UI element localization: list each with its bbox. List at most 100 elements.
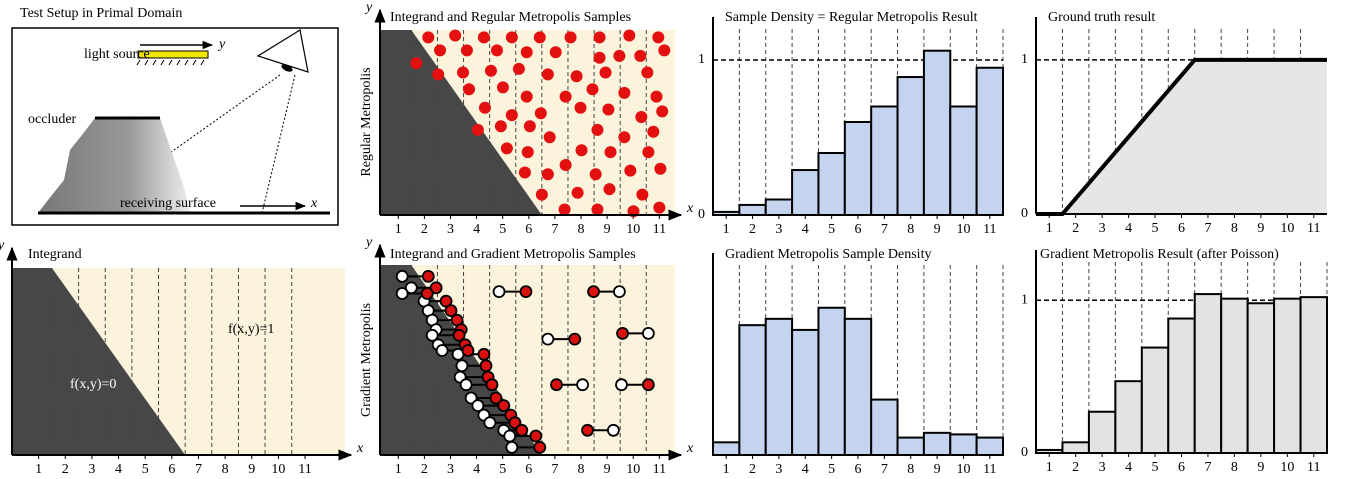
bar <box>870 398 899 457</box>
sample-point <box>593 31 606 44</box>
sample-point <box>519 285 533 299</box>
bar <box>738 203 767 217</box>
x-axis-label: x <box>686 201 694 216</box>
sample-point <box>589 168 602 181</box>
sample-point <box>549 46 562 59</box>
sample-point <box>618 131 631 144</box>
y-tick-label: 0 <box>698 207 705 222</box>
sample-point <box>615 378 628 392</box>
x-tick-label: 8 <box>578 462 585 477</box>
x-tick-label: 5 <box>499 222 506 237</box>
sample-point <box>534 107 547 120</box>
x-tick-label: 5 <box>1152 221 1159 236</box>
sample-point <box>641 378 655 392</box>
sample-point <box>478 101 491 114</box>
x-tick-label: 1 <box>723 462 730 477</box>
x-tick-label: 9 <box>604 462 611 477</box>
x-tick-label: 6 <box>1178 460 1185 475</box>
bar <box>922 49 952 217</box>
x-tick-label: 9 <box>934 462 941 477</box>
x-tick-label: 1 <box>1046 460 1053 475</box>
x-tick-label: 6 <box>168 462 175 477</box>
x-tick-label: 4 <box>473 222 480 237</box>
sample-point <box>515 423 529 437</box>
x-tick-label: 4 <box>802 462 809 477</box>
sample-point <box>503 429 517 443</box>
sample-point <box>541 68 554 81</box>
bar <box>817 152 846 216</box>
x-tick-label: 11 <box>298 462 311 477</box>
x-tick-label: 7 <box>551 222 558 237</box>
bar <box>791 328 820 456</box>
x-tick-label: 2 <box>749 222 756 237</box>
x-tick-label: 3 <box>775 222 782 237</box>
sample-point <box>457 66 470 79</box>
x-tick-label: 4 <box>473 462 480 477</box>
x-tick-label: 2 <box>749 462 756 477</box>
surface-label: receiving surface <box>120 196 216 211</box>
region <box>411 265 675 455</box>
x-tick-label: 2 <box>421 222 428 237</box>
sample-point <box>449 29 462 42</box>
setup-diagram: Test Setup in Primal Domain y light sour… <box>11 6 339 226</box>
occluder-label: occluder <box>28 112 77 127</box>
bar <box>870 105 899 216</box>
sample-point <box>452 328 466 342</box>
bar <box>791 169 820 217</box>
bar <box>975 436 1004 457</box>
bar <box>1273 297 1302 454</box>
sample-point <box>586 83 599 96</box>
sample-point <box>535 188 548 201</box>
bar <box>1193 293 1223 455</box>
sample-point <box>477 347 491 361</box>
sample-point <box>484 64 497 77</box>
y-tick-label: 0 <box>1021 206 1028 221</box>
sample-point <box>483 416 497 430</box>
x-tick-label: 3 <box>1099 460 1106 475</box>
x-tick-label: 11 <box>653 222 666 237</box>
x-tick-label: 11 <box>983 462 996 477</box>
y-axis-label: y <box>364 235 373 250</box>
sample-point <box>559 159 572 172</box>
x-tick-label: 10 <box>956 462 970 477</box>
sample-point <box>635 110 648 123</box>
x-tick-label: 6 <box>855 222 862 237</box>
region-label: f(x,y)=0 <box>70 377 116 392</box>
side-label: Gradient Metropolis <box>359 303 374 417</box>
sample-point <box>533 440 547 454</box>
sample-point <box>435 344 449 357</box>
x-tick-label: 7 <box>1204 460 1211 475</box>
chart-title: Integrand <box>28 247 82 262</box>
bar <box>1246 302 1276 455</box>
x-tick-label: 3 <box>447 222 454 237</box>
sample-point <box>471 123 484 136</box>
sample-point <box>395 269 409 283</box>
bar <box>1220 297 1249 454</box>
sample-point <box>496 81 509 94</box>
x-axis-label: x <box>686 441 694 456</box>
x-tick-label: 4 <box>802 222 809 237</box>
bar <box>922 431 952 457</box>
sample-point <box>541 332 555 346</box>
chart-title: Integrand and Gradient Metropolis Sample… <box>390 247 636 262</box>
sample-point <box>564 31 577 44</box>
setup-frame <box>11 27 339 226</box>
setup-x: x <box>310 196 318 211</box>
sample-point <box>574 101 587 114</box>
sample-point <box>606 423 620 437</box>
x-tick-label: 4 <box>1125 460 1132 475</box>
sample-point <box>612 285 626 299</box>
sample-point <box>497 399 511 413</box>
sample-point <box>471 399 485 413</box>
x-tick-label: 1 <box>395 462 402 477</box>
x-tick-label: 9 <box>1257 221 1264 236</box>
sample-point <box>653 201 666 214</box>
x-tick-label: 8 <box>907 222 914 237</box>
x-axis-label: x <box>356 441 364 456</box>
x-tick-label: 3 <box>88 462 95 477</box>
x-tick-label: 6 <box>855 462 862 477</box>
sample-point <box>521 146 534 159</box>
sample-point <box>425 328 439 342</box>
x-tick-label: 2 <box>62 462 69 477</box>
x-tick-label: 2 <box>1072 221 1079 236</box>
